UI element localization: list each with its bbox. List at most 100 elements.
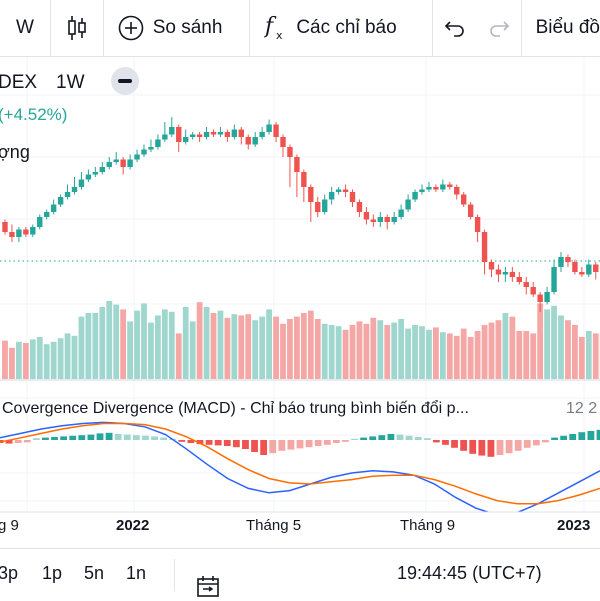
volume-bar bbox=[377, 320, 383, 379]
histogram-bar bbox=[533, 440, 540, 445]
histogram-bar bbox=[215, 440, 222, 445]
candle-body bbox=[23, 230, 28, 235]
volume-bar bbox=[162, 309, 168, 379]
undo-button[interactable] bbox=[433, 0, 477, 56]
histogram-bar bbox=[342, 440, 349, 442]
time-axis-label: 2023 bbox=[557, 517, 590, 534]
range-button-3p[interactable]: 3p bbox=[0, 563, 18, 584]
candle-body bbox=[412, 192, 417, 200]
time-axis-label: g 9 bbox=[0, 517, 19, 534]
candle-body bbox=[468, 205, 473, 218]
undo-icon bbox=[444, 19, 466, 37]
candle-body bbox=[280, 137, 285, 147]
interval-button[interactable]: W bbox=[0, 0, 50, 56]
macd-legend-params: 12 2 bbox=[566, 400, 597, 417]
volume-bar bbox=[120, 309, 126, 379]
volume-bar bbox=[593, 333, 599, 379]
candle-body bbox=[155, 140, 160, 148]
macd-legend-title[interactable]: Covergence Divergence (MACD) - Chỉ báo t… bbox=[2, 399, 469, 417]
candle-body bbox=[565, 257, 570, 262]
volume-bar bbox=[343, 330, 349, 379]
symbol-name[interactable]: DEX bbox=[0, 72, 37, 93]
range-button-1n[interactable]: 1n bbox=[126, 563, 146, 584]
candle-body bbox=[190, 135, 195, 138]
volume-bar bbox=[405, 329, 411, 379]
range-button-5n[interactable]: 5n bbox=[84, 563, 104, 584]
time-axis[interactable]: g 9 2022 Tháng 5 Tháng 9 2023 bbox=[0, 512, 600, 547]
volume-bar bbox=[252, 320, 258, 379]
volume-bar bbox=[315, 319, 321, 379]
histogram-bar bbox=[15, 440, 22, 443]
volume-bars bbox=[2, 301, 600, 379]
volume-bar bbox=[482, 325, 488, 379]
candle-body bbox=[30, 227, 35, 235]
volume-bar bbox=[211, 313, 217, 379]
volume-bar bbox=[412, 325, 418, 379]
volume-bar bbox=[350, 325, 356, 379]
volume-bar bbox=[106, 301, 112, 379]
candle-body bbox=[65, 192, 70, 197]
chart-type-button[interactable]: Biểu đồ bbox=[522, 0, 600, 56]
candle-body bbox=[336, 190, 341, 193]
histogram-bar bbox=[351, 439, 358, 440]
volume-bar bbox=[127, 321, 133, 379]
candle-body bbox=[259, 132, 264, 137]
histogram-bar bbox=[78, 435, 85, 440]
price-chart[interactable]: DEX 1W (+4.52%) ợng Covergence Divergenc… bbox=[0, 57, 600, 547]
histogram-bar bbox=[288, 440, 295, 450]
bottom-bar: 3p 1p 5n 1n 19:44:45 (UTC+7) bbox=[0, 548, 600, 601]
volume-bar bbox=[259, 317, 265, 379]
volume-bar bbox=[454, 336, 460, 379]
chart-style-button[interactable] bbox=[51, 0, 103, 56]
candle-body bbox=[475, 217, 480, 232]
chart-area[interactable]: DEX 1W (+4.52%) ợng Covergence Divergenc… bbox=[0, 57, 600, 547]
volume-bar bbox=[364, 324, 370, 379]
volume-bar bbox=[92, 313, 98, 379]
histogram-bar bbox=[424, 438, 431, 440]
volume-legend-label: ợng bbox=[0, 142, 30, 162]
candle-body bbox=[544, 292, 549, 302]
collapse-legend-button[interactable] bbox=[111, 67, 139, 95]
redo-button[interactable] bbox=[477, 0, 521, 56]
volume-bar bbox=[266, 309, 272, 379]
histogram-bar bbox=[478, 440, 485, 456]
volume-bar bbox=[294, 317, 300, 379]
histogram-bar bbox=[297, 440, 304, 448]
candle-body bbox=[72, 187, 77, 192]
redo-icon bbox=[488, 19, 510, 37]
volume-bar bbox=[523, 331, 529, 379]
histogram-bar bbox=[315, 440, 322, 446]
range-button-1p[interactable]: 1p bbox=[42, 563, 62, 584]
candle-body bbox=[503, 272, 508, 275]
histogram-bar bbox=[106, 433, 113, 440]
compare-button[interactable]: So sánh bbox=[104, 0, 250, 56]
candle-body bbox=[558, 257, 563, 267]
volume-bar bbox=[197, 302, 203, 379]
volume-bar bbox=[79, 317, 85, 379]
volume-bar bbox=[551, 306, 557, 379]
histogram-bar bbox=[242, 440, 249, 449]
volume-bar bbox=[231, 314, 237, 379]
volume-bar bbox=[433, 327, 439, 379]
histogram-bar bbox=[278, 440, 285, 451]
histogram-bar bbox=[306, 440, 313, 447]
volume-bar bbox=[65, 333, 71, 379]
volume-bar bbox=[280, 324, 286, 379]
volume-bar bbox=[72, 336, 78, 379]
histogram-bar bbox=[388, 434, 395, 440]
volume-bar bbox=[336, 326, 342, 379]
candle-body bbox=[141, 150, 146, 155]
clock-time[interactable]: 19:44:45 (UTC+7) bbox=[397, 563, 542, 584]
histogram-bar bbox=[251, 440, 258, 452]
minus-icon bbox=[118, 79, 132, 83]
volume-bar bbox=[565, 320, 571, 379]
volume-bar bbox=[155, 315, 161, 379]
time-axis-label: Tháng 9 bbox=[400, 517, 455, 534]
candle-body bbox=[86, 175, 91, 180]
price-change: (+4.52%) bbox=[0, 105, 67, 124]
histogram-bar bbox=[133, 435, 140, 440]
candle-body bbox=[308, 187, 313, 202]
histogram-bar bbox=[497, 440, 504, 455]
